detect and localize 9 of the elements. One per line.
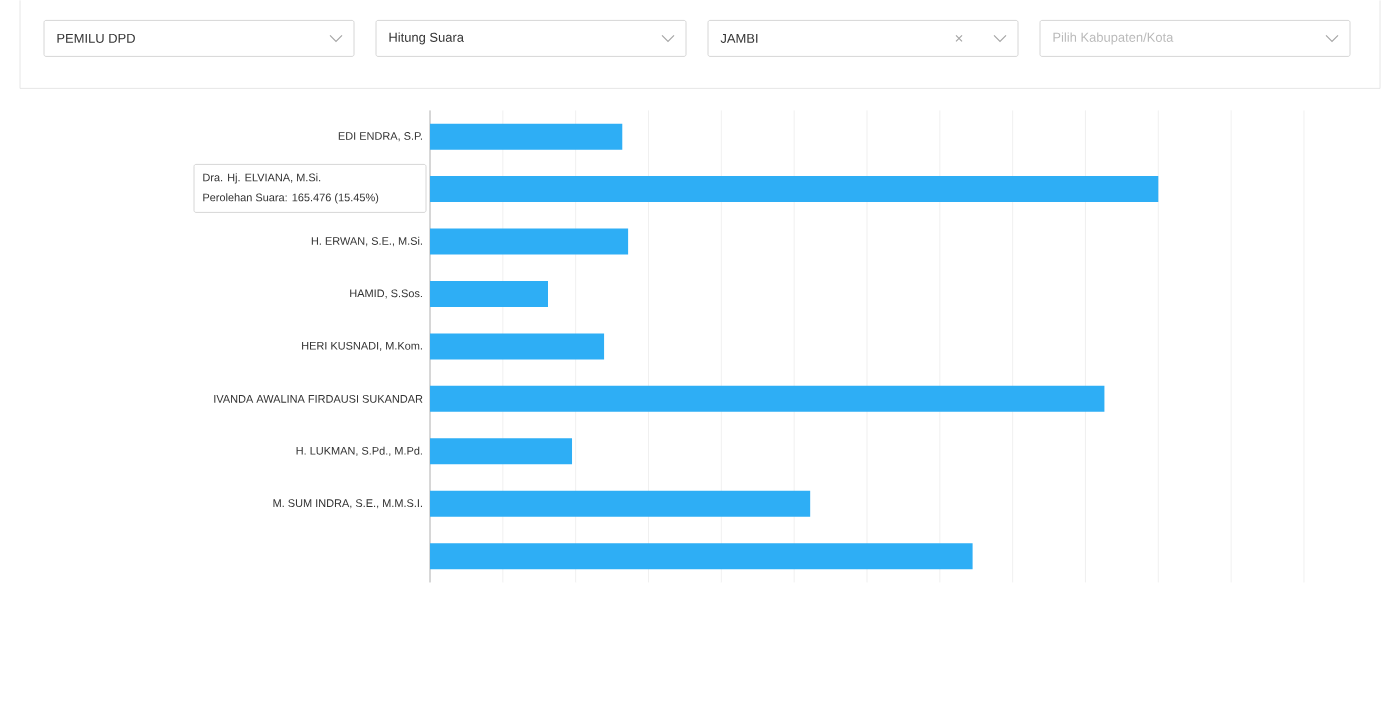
bar [430, 543, 973, 570]
bar [430, 385, 1105, 412]
bar [430, 333, 605, 360]
bar [430, 228, 629, 255]
bar [430, 123, 623, 150]
bar [430, 280, 548, 307]
bar [430, 490, 811, 517]
bar [430, 175, 1159, 202]
bar [430, 438, 573, 465]
